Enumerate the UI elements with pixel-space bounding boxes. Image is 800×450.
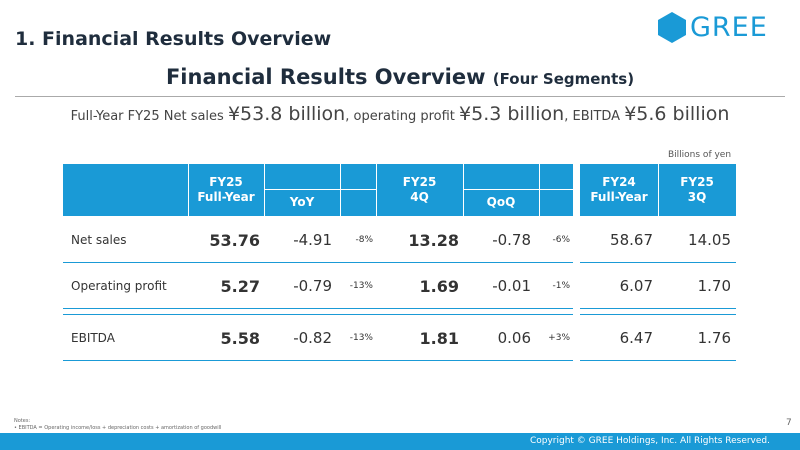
- header-divider: [340, 164, 341, 216]
- cell-ebitda-4q: 1.81: [419, 328, 459, 348]
- logo-text: GREE: [690, 11, 768, 43]
- summary-prefix: Full-Year FY25 Net sales: [70, 109, 228, 124]
- page-number: 7: [786, 418, 792, 428]
- header-qoq-pct: [539, 189, 573, 216]
- row-divider: [63, 314, 573, 315]
- copyright-text: Copyright © GREE Holdings, Inc. All Righ…: [529, 436, 770, 446]
- summary-sep-ebitda: , EBITDA: [564, 109, 625, 124]
- row-divider: [580, 262, 736, 263]
- hexagon-logo-icon: [658, 12, 686, 43]
- header-divider: [463, 189, 573, 190]
- cell-net-sales-yoy-pct: -8%: [355, 235, 373, 245]
- cell-ebitda-yoy: -0.82: [293, 329, 332, 347]
- row-divider: [580, 360, 736, 361]
- summary-line: Full-Year FY25 Net sales ¥53.8 billion, …: [0, 103, 800, 125]
- header-divider: [264, 164, 265, 216]
- cell-op-profit-3q: 1.70: [697, 277, 731, 295]
- cell-op-profit-4q: 1.69: [419, 276, 459, 296]
- cell-net-sales-yoy: -4.91: [293, 231, 332, 249]
- cell-op-profit-yoy-pct: -13%: [349, 281, 373, 291]
- row-divider: [580, 314, 736, 315]
- cell-ebitda-qoq-pct: +3%: [548, 333, 570, 343]
- page-title: 1. Financial Results Overview: [15, 28, 332, 50]
- header-row-label: [63, 164, 188, 216]
- cell-op-profit-yoy: -0.79: [293, 277, 332, 295]
- cell-net-sales-qoq-pct: -6%: [552, 235, 570, 245]
- header-fy25-4q: FY25 4Q: [376, 164, 463, 216]
- cell-ebitda-yoy-pct: -13%: [349, 333, 373, 343]
- main-title: Financial Results Overview (Four Segment…: [0, 65, 800, 89]
- header-divider: [539, 164, 540, 216]
- header-fy25-3q: FY25 3Q: [658, 164, 736, 216]
- cell-ebitda-3q: 1.76: [697, 329, 731, 347]
- header-divider: [188, 164, 189, 216]
- header-divider: [376, 164, 377, 216]
- cell-net-sales-qoq: -0.78: [492, 231, 531, 249]
- header-qoq: QoQ: [463, 189, 539, 216]
- cell-net-sales-4q: 13.28: [408, 230, 459, 250]
- cell-net-sales-3q: 14.05: [688, 231, 731, 249]
- row-divider: [63, 262, 573, 263]
- header-divider: [658, 164, 659, 216]
- cell-op-profit-qoq-pct: -1%: [552, 281, 570, 291]
- cell-ebitda-fy25: 5.58: [220, 328, 260, 348]
- cell-ebitda-fy24: 6.47: [619, 329, 653, 347]
- header-divider: [264, 189, 376, 190]
- main-title-subtitle: (Four Segments): [492, 70, 635, 88]
- row-divider: [63, 308, 573, 309]
- row-label-operating-profit: Operating profit: [71, 279, 167, 293]
- notes: Notes: • EBITDA = Operating income/loss …: [14, 418, 221, 432]
- header-yoy-pct: [340, 189, 376, 216]
- header-divider: [463, 164, 464, 216]
- row-label-net-sales: Net sales: [71, 233, 127, 247]
- gree-logo: GREE: [658, 12, 768, 43]
- header-fy24-full-year: FY24 Full-Year: [580, 164, 658, 216]
- summary-ebitda: ¥5.6 billion: [624, 103, 730, 125]
- header-yoy-top: [264, 164, 376, 189]
- footer-bar: Copyright © GREE Holdings, Inc. All Righ…: [0, 433, 800, 450]
- row-divider: [63, 360, 573, 361]
- title-divider: [15, 96, 785, 97]
- notes-label: Notes:: [14, 418, 31, 424]
- row-label-ebitda: EBITDA: [71, 331, 115, 345]
- cell-ebitda-qoq: 0.06: [497, 329, 531, 347]
- notes-item: • EBITDA = Operating income/loss + depre…: [14, 425, 222, 431]
- units-label: Billions of yen: [668, 150, 732, 160]
- header-yoy: YoY: [264, 189, 340, 216]
- row-divider: [580, 308, 736, 309]
- summary-sep-op: , operating profit: [345, 109, 460, 124]
- header-fy25-full-year: FY25 Full-Year: [188, 164, 264, 216]
- header-divider: [573, 164, 580, 216]
- cell-op-profit-fy24: 6.07: [619, 277, 653, 295]
- main-title-text: Financial Results Overview: [165, 65, 486, 89]
- cell-op-profit-fy25: 5.27: [220, 276, 260, 296]
- summary-net-sales: ¥53.8 billion: [227, 103, 346, 125]
- cell-net-sales-fy24: 58.67: [610, 231, 653, 249]
- summary-op-profit: ¥5.3 billion: [459, 103, 565, 125]
- cell-net-sales-fy25: 53.76: [209, 230, 260, 250]
- header-qoq-top: [463, 164, 573, 189]
- cell-op-profit-qoq: -0.01: [492, 277, 531, 295]
